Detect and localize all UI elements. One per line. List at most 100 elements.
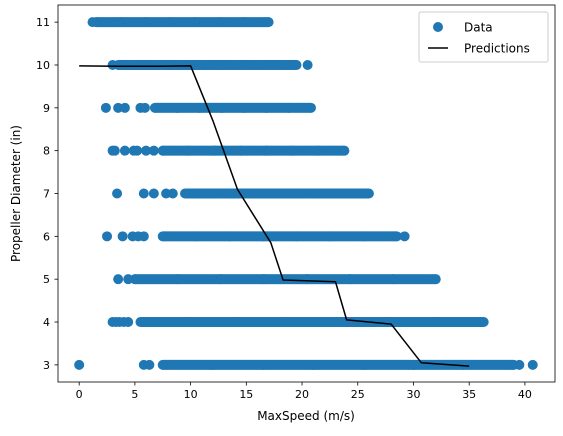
- data-points-band: [140, 317, 484, 328]
- data-point: [164, 17, 175, 28]
- data-point: [380, 317, 391, 328]
- data-point: [344, 274, 355, 285]
- data-point: [141, 145, 152, 156]
- data-points-band: [118, 59, 297, 70]
- data-point: [140, 17, 151, 28]
- x-tick-label: 35: [462, 388, 476, 401]
- data-point: [238, 17, 249, 28]
- data-point: [138, 231, 149, 242]
- data-point: [391, 231, 402, 242]
- x-axis: 0 5 10 15 20 25 30 35 40: [76, 382, 532, 401]
- y-tick-label: 8: [43, 145, 50, 158]
- data-point: [157, 145, 168, 156]
- data-point: [206, 188, 217, 199]
- data-point: [117, 231, 128, 242]
- data-point: [100, 102, 111, 113]
- data-points-band: [185, 188, 369, 199]
- data-point: [87, 17, 98, 28]
- x-tick-label: 20: [295, 388, 309, 401]
- data-point: [164, 59, 175, 70]
- data-point: [302, 59, 313, 70]
- data-point: [514, 359, 525, 370]
- data-point: [123, 274, 134, 285]
- data-point: [387, 274, 398, 285]
- data-point: [224, 231, 235, 242]
- data-point: [287, 145, 298, 156]
- data-point: [119, 145, 130, 156]
- data-point: [139, 102, 150, 113]
- data-point: [291, 59, 302, 70]
- data-point: [191, 231, 202, 242]
- data-point: [239, 102, 250, 113]
- y-tick-label: 3: [43, 359, 50, 372]
- x-tick-label: 0: [76, 388, 83, 401]
- legend-frame: [418, 11, 549, 63]
- x-tick-label: 15: [239, 388, 253, 401]
- data-point: [214, 17, 225, 28]
- y-tick-label: 9: [43, 102, 50, 115]
- data-point: [429, 317, 440, 328]
- data-point: [149, 102, 160, 113]
- predictions-line: [79, 65, 470, 367]
- legend: Data Predictions: [418, 11, 549, 63]
- data-point: [285, 188, 296, 199]
- data-point: [282, 317, 293, 328]
- data-layer: [74, 17, 538, 370]
- data-points-band: [154, 102, 311, 113]
- data-point: [408, 359, 419, 370]
- data-point: [148, 145, 159, 156]
- data-point: [399, 231, 410, 242]
- data-point: [157, 359, 168, 370]
- data-point: [144, 359, 155, 370]
- x-tick-label: 30: [406, 388, 420, 401]
- data-point: [180, 188, 191, 199]
- data-point: [102, 231, 113, 242]
- data-point: [478, 317, 489, 328]
- data-point: [119, 102, 130, 113]
- data-point: [358, 359, 369, 370]
- y-tick-label: 5: [43, 273, 50, 286]
- data-point: [209, 145, 220, 156]
- prediction-layer: [79, 65, 470, 367]
- legend-data-marker: [433, 22, 443, 32]
- data-point: [189, 17, 200, 28]
- data-point: [123, 317, 134, 328]
- data-point: [305, 102, 316, 113]
- data-point: [331, 317, 342, 328]
- data-point: [148, 188, 159, 199]
- data-point: [430, 274, 441, 285]
- data-point: [74, 359, 85, 370]
- y-axis-label: Propeller Diameter (in): [9, 125, 23, 262]
- data-point: [113, 274, 124, 285]
- data-point: [207, 359, 218, 370]
- data-point: [235, 145, 246, 156]
- data-point: [167, 188, 178, 199]
- data-point: [107, 59, 118, 70]
- data-point: [301, 274, 312, 285]
- data-points-band: [162, 145, 345, 156]
- data-point: [261, 145, 272, 156]
- y-axis: 3 4 5 6 7 8 9 10 11: [36, 16, 58, 372]
- data-point: [283, 102, 294, 113]
- data-point: [266, 59, 276, 70]
- legend-data-label: Data: [464, 21, 493, 35]
- data-point: [215, 274, 226, 285]
- data-point: [157, 231, 168, 242]
- data-point: [311, 188, 322, 199]
- data-point: [291, 231, 302, 242]
- y-tick-label: 11: [36, 16, 50, 29]
- data-point: [308, 359, 319, 370]
- data-points-band: [162, 231, 397, 242]
- data-point: [172, 274, 183, 285]
- data-points-band: [134, 274, 436, 285]
- data-point: [115, 17, 126, 28]
- data-point: [135, 317, 146, 328]
- data-point: [215, 59, 226, 70]
- y-tick-label: 6: [43, 230, 50, 243]
- data-point: [216, 102, 227, 113]
- data-point: [240, 59, 251, 70]
- y-tick-label: 7: [43, 188, 50, 201]
- data-point: [138, 188, 149, 199]
- data-point: [112, 188, 123, 199]
- legend-predictions-label: Predictions: [464, 42, 530, 56]
